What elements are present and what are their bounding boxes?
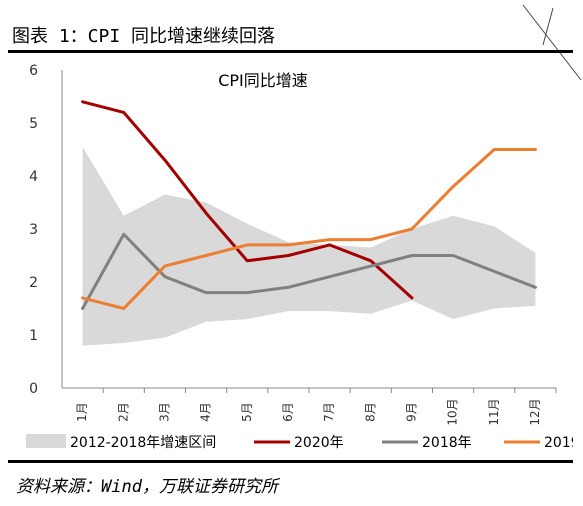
- y-tick-label: 6: [29, 63, 38, 79]
- x-tick-label: 6月: [281, 402, 295, 422]
- x-tick-label: 4月: [199, 402, 213, 422]
- legend-label-s2019: 2019年: [544, 435, 573, 451]
- y-tick-label: 1: [29, 328, 38, 344]
- x-tick-label: 8月: [363, 402, 377, 422]
- chart-container: 0 1 2 3 4 5 6 1月 2月 3月 4月 5月 6月 7月 8月 9月 10月 11月 12月 CPI同比增…: [8, 58, 583, 458]
- series-line-s2018: [81, 232, 537, 310]
- chart-title: CPI同比增速: [218, 71, 308, 90]
- y-tick-label: 4: [29, 169, 38, 185]
- x-tick-label: 9月: [404, 402, 418, 422]
- x-tick-label: 11月: [487, 398, 501, 425]
- x-tick-label: 7月: [322, 402, 336, 422]
- x-tick-label: 5月: [240, 402, 254, 422]
- x-tick-label: 2月: [116, 402, 130, 422]
- legend-swatch-band: [26, 434, 66, 448]
- bottom-rule: [8, 460, 573, 463]
- series-line-s2019: [81, 148, 537, 310]
- x-tick-label: 10月: [446, 398, 460, 425]
- legend-label-band: 2012-2018年增速区间: [70, 435, 216, 451]
- band-area: [82, 146, 536, 346]
- y-tick-label: 5: [29, 116, 38, 132]
- cpi-chart: 0 1 2 3 4 5 6 1月 2月 3月 4月 5月 6月 7月 8月 9月 10月 11月 12月 CPI同比增…: [26, 63, 583, 451]
- x-tick-label: 1月: [75, 402, 89, 422]
- series-line-s2020: [81, 100, 414, 300]
- legend-label-s2018: 2018年: [422, 435, 472, 451]
- x-tick-label: 3月: [157, 402, 171, 422]
- y-tick-label: 2: [29, 275, 38, 291]
- source-note: 资料来源：Wind，万联证券研究所: [16, 477, 278, 497]
- y-tick-label: 3: [29, 222, 38, 238]
- x-tick-label: 12月: [528, 398, 542, 425]
- figure-title: 图表 1：CPI 同比增速继续回落: [12, 26, 276, 47]
- watermark: [493, 0, 583, 90]
- y-tick-label: 0: [29, 381, 38, 397]
- figure-title-bar: 图表 1：CPI 同比增速继续回落: [8, 18, 573, 53]
- legend-label-s2020: 2020年: [294, 435, 344, 451]
